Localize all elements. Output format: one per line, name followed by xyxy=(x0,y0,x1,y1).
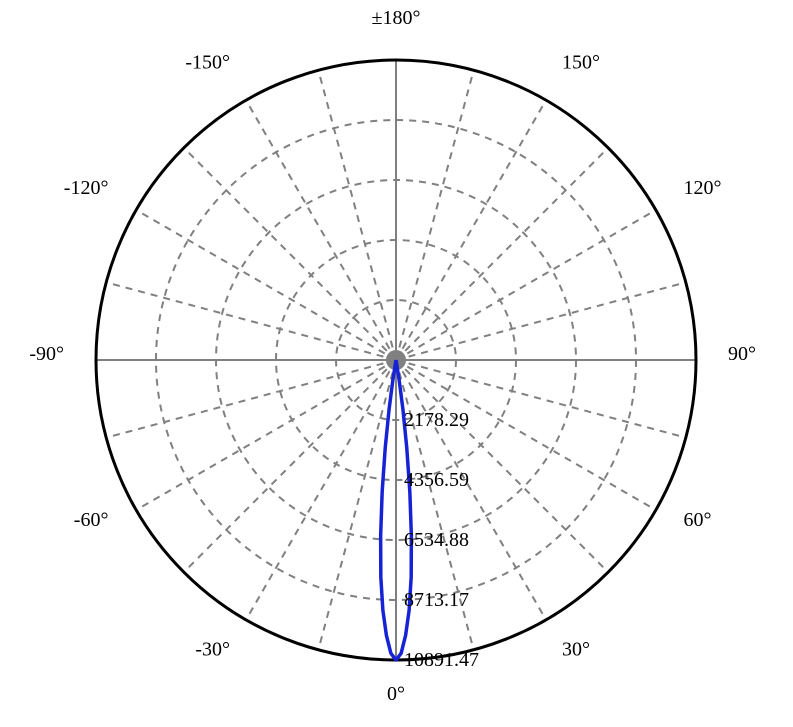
angle-label: -60° xyxy=(74,509,109,531)
angle-label: -90° xyxy=(29,343,64,365)
angle-label: -150° xyxy=(185,51,230,73)
angle-label: 90° xyxy=(728,343,756,365)
angle-label: 120° xyxy=(684,177,722,199)
radial-label: 6534.88 xyxy=(404,529,469,551)
radial-label: 4356.59 xyxy=(404,469,469,491)
radial-label: 10891.47 xyxy=(404,649,479,671)
angle-label: ±180° xyxy=(372,7,421,29)
angle-label: -120° xyxy=(64,177,109,199)
radial-label: 2178.29 xyxy=(404,409,469,431)
angle-label: -30° xyxy=(195,639,230,661)
angle-label: 150° xyxy=(562,51,600,73)
angle-label: 30° xyxy=(562,639,590,661)
polar-chart: 90° 60° 30° 0° -30° -60° -90° -120° -150° ±180° 15… xyxy=(0,0,793,727)
radial-label: 8713.17 xyxy=(404,589,469,611)
angle-label: 60° xyxy=(684,509,712,531)
angle-label: 0° xyxy=(387,683,405,705)
